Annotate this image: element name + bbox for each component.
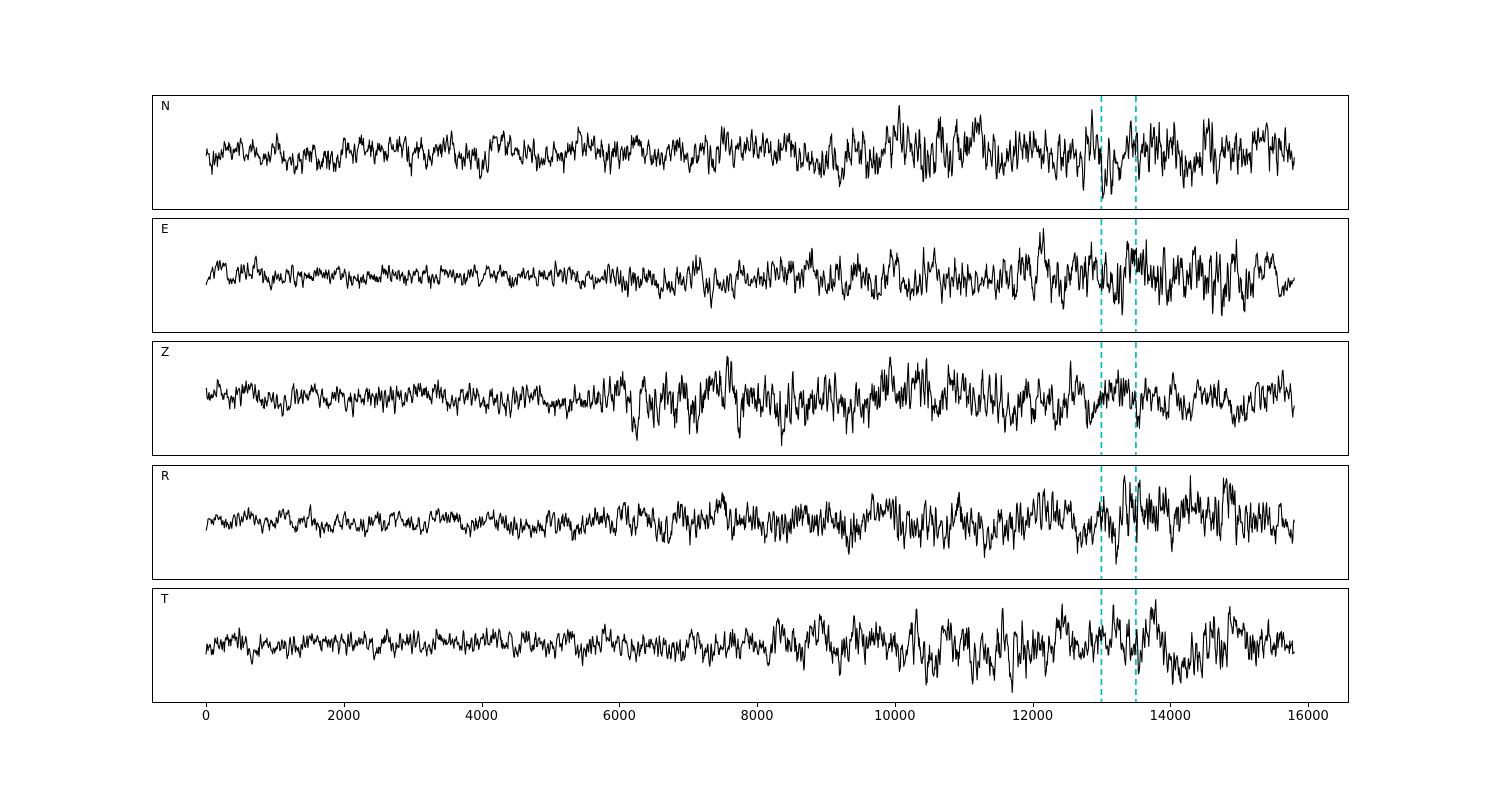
waveform-trace [205, 104, 1295, 199]
x-tick-label: 4000 [464, 708, 499, 724]
x-tick-mark [619, 702, 621, 707]
channel-label: Z [161, 345, 170, 360]
x-tick-mark [757, 702, 758, 707]
waveform-plot-area [205, 342, 1295, 456]
x-tick-label: 0 [201, 708, 211, 724]
x-tick-mark [894, 702, 896, 707]
panel-n: N [152, 95, 1349, 210]
x-tick-label: 2000 [327, 708, 361, 724]
x-tick-label: 12000 [1011, 708, 1054, 724]
channel-label: R [161, 468, 170, 483]
waveform-plot-area [205, 96, 1295, 209]
channel-label: E [161, 222, 169, 237]
channel-label: T [161, 591, 169, 606]
waveform-trace [205, 228, 1295, 317]
waveform-trace [205, 598, 1295, 693]
x-tick-mark [1308, 702, 1310, 707]
waveform-trace [205, 356, 1295, 447]
waveform-plot-area [205, 588, 1295, 702]
waveform-plot-area [205, 465, 1295, 579]
x-tick-mark [206, 702, 207, 707]
x-tick-label: 6000 [602, 708, 636, 724]
x-tick-label: 16000 [1287, 708, 1329, 724]
x-tick-label: 10000 [874, 708, 916, 724]
channel-label: N [161, 99, 170, 113]
panel-t: T [152, 587, 1349, 703]
waveform-plot-area [205, 219, 1295, 333]
x-tick-mark [343, 702, 345, 707]
x-tick-label: 14000 [1149, 708, 1191, 724]
x-tick-mark [481, 702, 483, 707]
waveform-trace [205, 474, 1295, 565]
x-tick-mark [1032, 702, 1034, 707]
x-tick-mark [1170, 702, 1172, 707]
panel-z: Z [152, 341, 1349, 457]
panel-r: R [152, 464, 1349, 580]
panel-e: E [152, 218, 1349, 334]
x-tick-label: 8000 [740, 708, 774, 724]
